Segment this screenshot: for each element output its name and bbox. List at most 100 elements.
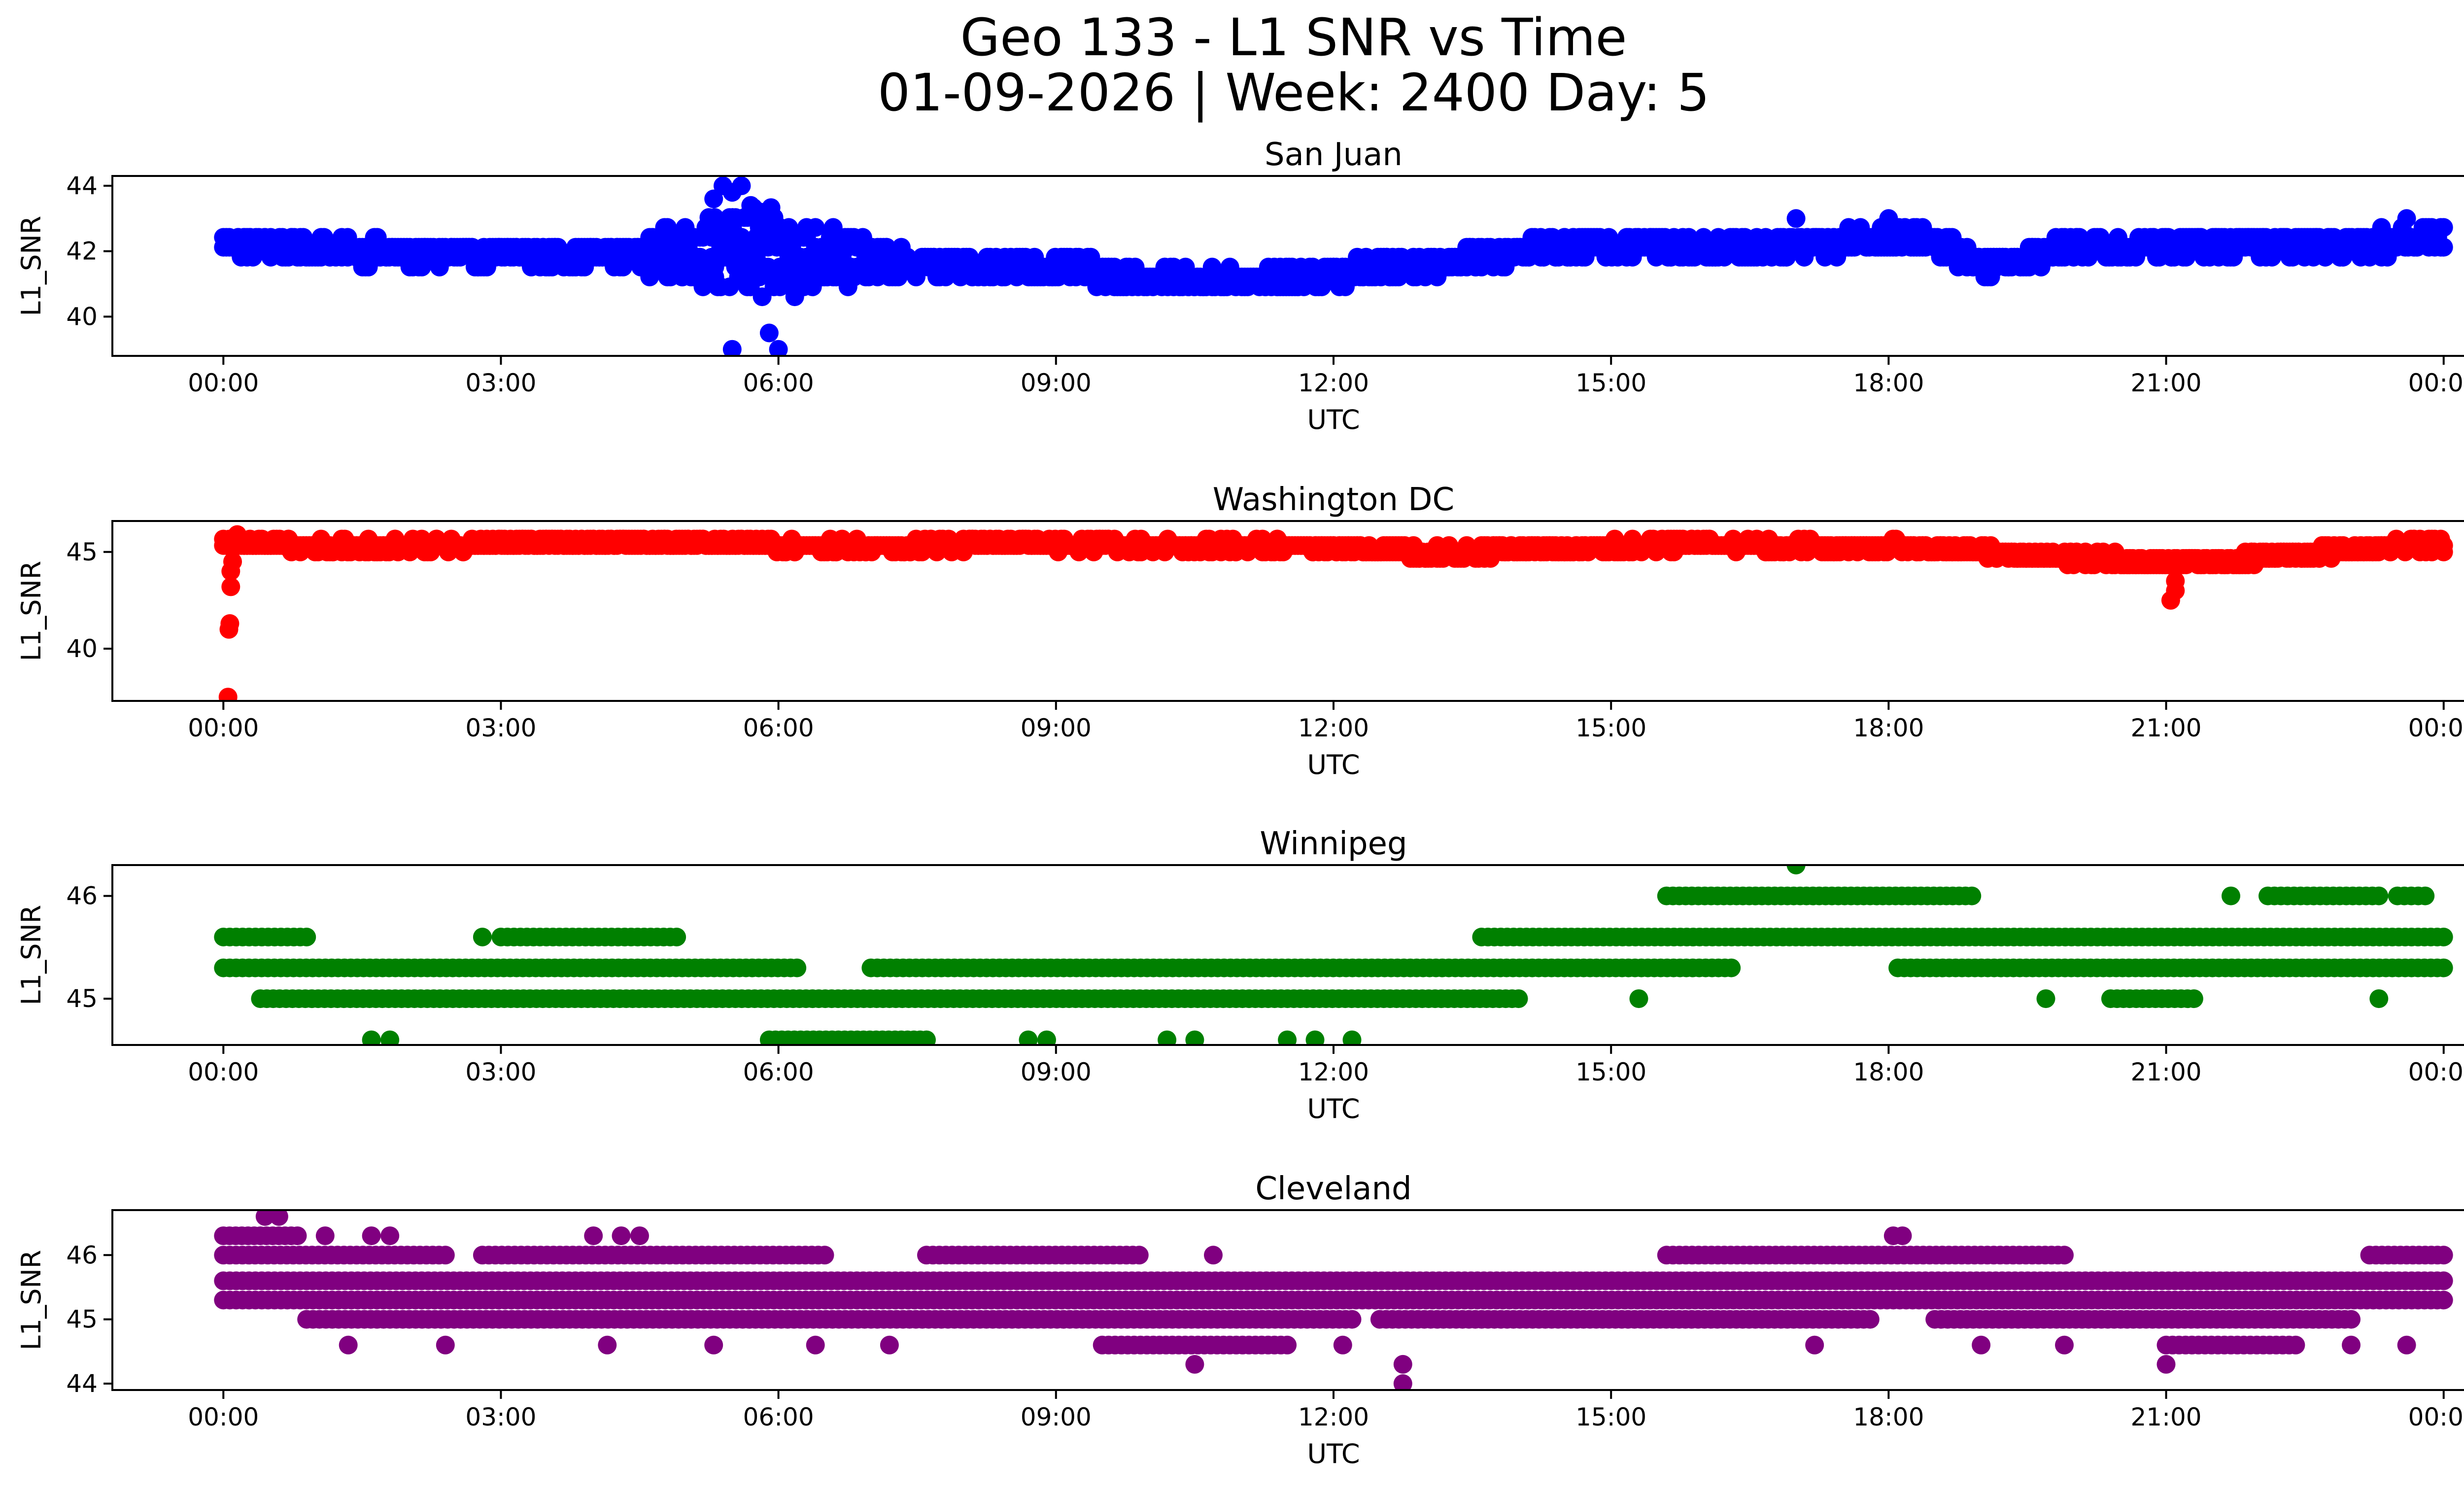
data-point-extreme [1786, 865, 1806, 874]
x-tick-label: 03:00 [465, 369, 536, 397]
x-tick-label: 03:00 [465, 714, 536, 742]
data-point [1509, 989, 1528, 1008]
x-tick-label: 09:00 [1021, 1058, 1092, 1086]
x-tick-label: 00:00 [2408, 714, 2464, 742]
data-point-extreme [220, 614, 240, 633]
data-point [1342, 1030, 1362, 1045]
data-point [1962, 886, 1982, 905]
data-point-extreme [218, 688, 238, 701]
x-tick-label: 18:00 [1853, 714, 1924, 742]
x-tick-label: 12:00 [1298, 1058, 1369, 1086]
data-point [2184, 989, 2203, 1008]
data-point [806, 218, 825, 237]
data-point-extreme [2397, 209, 2416, 228]
subplot-title: Washington DC [1213, 482, 1454, 518]
x-tick-label: 06:00 [743, 369, 814, 397]
data-point [1158, 1030, 1177, 1045]
scatter-points [214, 1210, 2453, 1390]
subplot-title: San Juan [1265, 137, 1403, 173]
y-tick-label: 45 [66, 984, 98, 1013]
data-point [2369, 886, 2389, 905]
data-point [917, 1030, 936, 1045]
x-tick-label: 15:00 [1575, 369, 1646, 397]
data-point [473, 928, 492, 946]
x-tick-label: 06:00 [743, 714, 814, 742]
data-point-extreme [695, 275, 714, 293]
data-point [380, 1030, 400, 1045]
data-point [2434, 958, 2453, 977]
data-point [1305, 1030, 1325, 1045]
data-point-extreme [223, 552, 242, 571]
subplot-title: Winnipeg [1260, 826, 1407, 862]
x-tick-label: 15:00 [1575, 1058, 1646, 1086]
y-axis-label: L1_SNR [16, 216, 47, 316]
figure-subtitle: 01-09-2026 | Week: 2400 Day: 5 [878, 63, 1710, 123]
data-point-extreme [221, 577, 240, 596]
x-tick-label: 03:00 [465, 1058, 536, 1086]
data-point-extreme [1786, 209, 1806, 228]
subplot-1: Washington DC 00:00 03:00 06:00 09:00 12:00 15… [16, 482, 2464, 780]
data-point [1629, 989, 1648, 1008]
subplot-title: Cleveland [1255, 1171, 1411, 1207]
y-tick-label: 44 [66, 172, 98, 200]
data-point [2434, 238, 2453, 257]
x-axis-label: UTC [1307, 404, 1360, 435]
x-tick-label: 00:00 [188, 714, 259, 742]
x-tick-label: 18:00 [1853, 1058, 1924, 1086]
scatter-points [214, 176, 2453, 356]
x-tick-label: 12:00 [1298, 369, 1369, 397]
x-tick-label: 21:00 [2130, 714, 2201, 742]
data-point [2036, 989, 2055, 1008]
scatter-points [214, 525, 2453, 701]
data-point [2434, 1290, 2453, 1310]
y-tick-label: 40 [66, 302, 98, 331]
data-point-extreme [759, 323, 779, 343]
x-tick-label: 00:00 [188, 1058, 259, 1086]
x-tick-label: 09:00 [1021, 369, 1092, 397]
data-point [2434, 928, 2453, 946]
data-point [1037, 1030, 1056, 1045]
x-axis-label: UTC [1307, 749, 1360, 780]
data-point [1342, 1310, 1362, 1329]
x-tick-label: 09:00 [1021, 714, 1092, 742]
y-tick-label: 42 [66, 237, 98, 266]
data-point-extreme [228, 525, 247, 544]
data-point [2369, 989, 2389, 1008]
data-point [362, 1030, 381, 1045]
y-axis-label: L1_SNR [16, 905, 47, 1006]
subplot-2: Winnipeg 00:00 03:00 06:00 09:00 12:00 15:00 18… [16, 826, 2464, 1124]
x-tick-label: 15:00 [1575, 714, 1646, 742]
x-tick-label: 00:00 [2408, 1058, 2464, 1086]
figure-title: Geo 133 - L1 SNR vs Time [960, 7, 1627, 68]
data-point [667, 928, 686, 946]
y-tick-label: 46 [66, 882, 98, 910]
x-axis-label: UTC [1307, 1093, 1360, 1124]
data-point [1185, 1030, 1204, 1045]
data-point [1019, 1030, 1038, 1045]
x-tick-label: 12:00 [1298, 714, 1369, 742]
data-point [1722, 958, 1741, 977]
data-point-extreme [2166, 571, 2185, 591]
x-tick-label: 21:00 [2130, 1058, 2201, 1086]
x-tick-label: 21:00 [2130, 369, 2201, 397]
scatter-points [214, 865, 2453, 1045]
y-tick-label: 40 [66, 634, 98, 663]
y-axis-label: L1_SNR [16, 561, 47, 661]
x-tick-label: 06:00 [743, 1058, 814, 1086]
data-point-extreme [704, 189, 723, 209]
data-point-extreme [722, 340, 742, 356]
data-point [2434, 218, 2453, 237]
data-point [436, 1246, 455, 1265]
subplots: San Juan 00:00 03:00 06:00 09:00 12:00 15:00 18… [16, 137, 2464, 1469]
data-point [1278, 1030, 1297, 1045]
data-point [2434, 1271, 2453, 1290]
y-tick-label: 45 [66, 538, 98, 566]
x-tick-label: 00:00 [2408, 369, 2464, 397]
x-tick-label: 00:00 [188, 369, 259, 397]
data-point [2434, 542, 2453, 561]
data-point [2416, 886, 2435, 905]
data-point [787, 958, 807, 977]
